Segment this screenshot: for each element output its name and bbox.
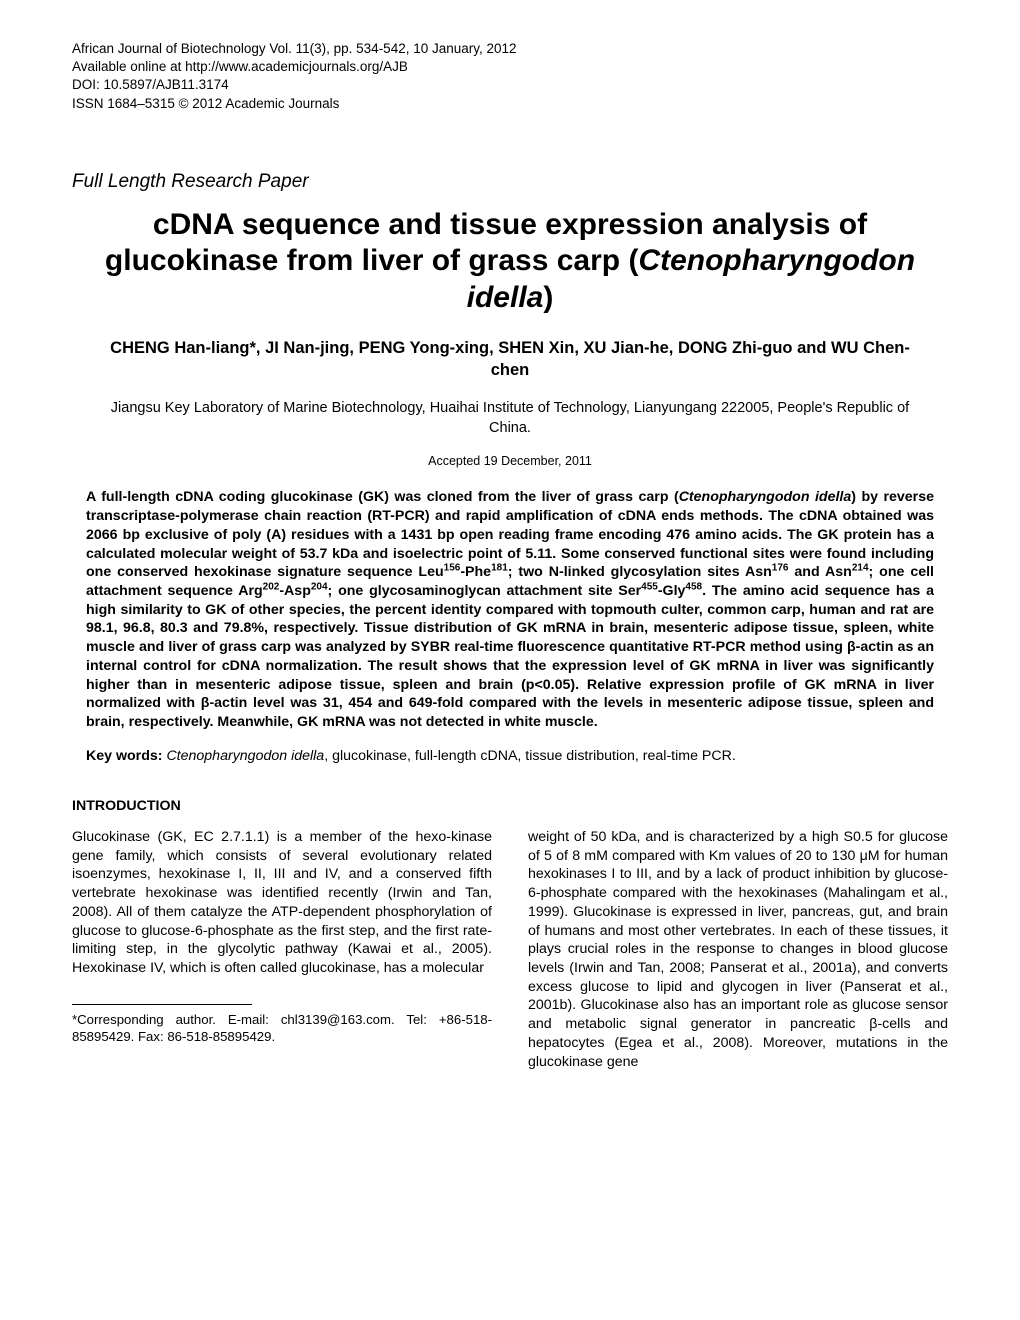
paper-title: cDNA sequence and tissue expression anal…	[78, 207, 942, 317]
journal-header: African Journal of Biotechnology Vol. 11…	[72, 40, 948, 113]
intro-paragraph-left: Glucokinase (GK, EC 2.7.1.1) is a member…	[72, 828, 492, 978]
journal-doi: DOI: 10.5897/AJB11.3174	[72, 76, 948, 94]
title-part2: )	[543, 281, 553, 314]
journal-citation: African Journal of Biotechnology Vol. 11…	[72, 40, 948, 58]
keywords-label: Key words:	[86, 748, 162, 764]
abstract-text: A full-length cDNA coding glucokinase (G…	[86, 488, 934, 732]
journal-url: Available online at http://www.academicj…	[72, 58, 948, 76]
corresponding-author-footnote: *Corresponding author. E-mail: chl3139@1…	[72, 1011, 492, 1046]
column-left: Glucokinase (GK, EC 2.7.1.1) is a member…	[72, 828, 492, 1072]
keywords-line: Key words: Ctenopharyngodon idella, gluc…	[86, 748, 934, 764]
footnote-separator	[72, 1004, 252, 1005]
authors-list: CHENG Han-liang*, JI Nan-jing, PENG Yong…	[72, 337, 948, 382]
paper-type-label: Full Length Research Paper	[72, 171, 948, 193]
column-right: weight of 50 kDa, and is characterized b…	[528, 828, 948, 1072]
keywords-rest: , glucokinase, full-length cDNA, tissue …	[324, 748, 736, 764]
page-container: African Journal of Biotechnology Vol. 11…	[0, 0, 1020, 1111]
intro-paragraph-right: weight of 50 kDa, and is characterized b…	[528, 828, 948, 1072]
journal-issn: ISSN 1684–5315 © 2012 Academic Journals	[72, 95, 948, 113]
affiliation-text: Jiangsu Key Laboratory of Marine Biotech…	[72, 399, 948, 438]
body-columns: Glucokinase (GK, EC 2.7.1.1) is a member…	[72, 828, 948, 1072]
keywords-species: Ctenopharyngodon idella	[166, 748, 324, 764]
accepted-date: Accepted 19 December, 2011	[72, 454, 948, 468]
introduction-heading: INTRODUCTION	[72, 798, 948, 814]
